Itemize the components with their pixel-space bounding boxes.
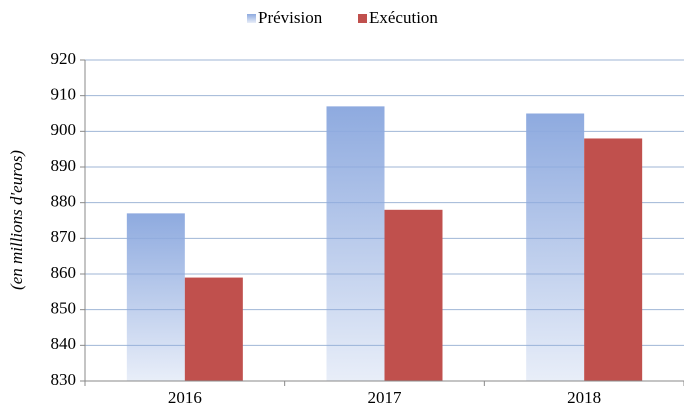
y-tick-label: 870: [51, 227, 77, 246]
legend-swatch: [358, 14, 367, 23]
y-tick-label: 900: [51, 120, 77, 139]
y-tick-label: 880: [51, 192, 77, 211]
bar: [326, 106, 385, 381]
bar: [384, 209, 443, 381]
y-tick-label: 910: [51, 85, 77, 104]
bar: [584, 138, 643, 381]
legend-label: Prévision: [258, 8, 323, 27]
x-tick-label: 2016: [168, 388, 202, 407]
y-tick-label: 860: [51, 263, 77, 282]
y-tick-label: 830: [51, 370, 77, 389]
legend-label: Exécution: [369, 8, 438, 27]
x-tick-label: 2018: [567, 388, 601, 407]
y-tick-label: 840: [51, 334, 77, 353]
y-axis-label: (en millions d'euros): [7, 150, 26, 290]
legend-swatch: [247, 14, 256, 23]
bar: [126, 213, 185, 381]
x-tick-label: 2017: [368, 388, 403, 407]
y-tick-label: 890: [51, 156, 77, 175]
y-tick-label: 850: [51, 299, 77, 318]
bar: [526, 113, 585, 381]
y-tick-label: 920: [51, 49, 77, 68]
bar: [184, 277, 243, 381]
